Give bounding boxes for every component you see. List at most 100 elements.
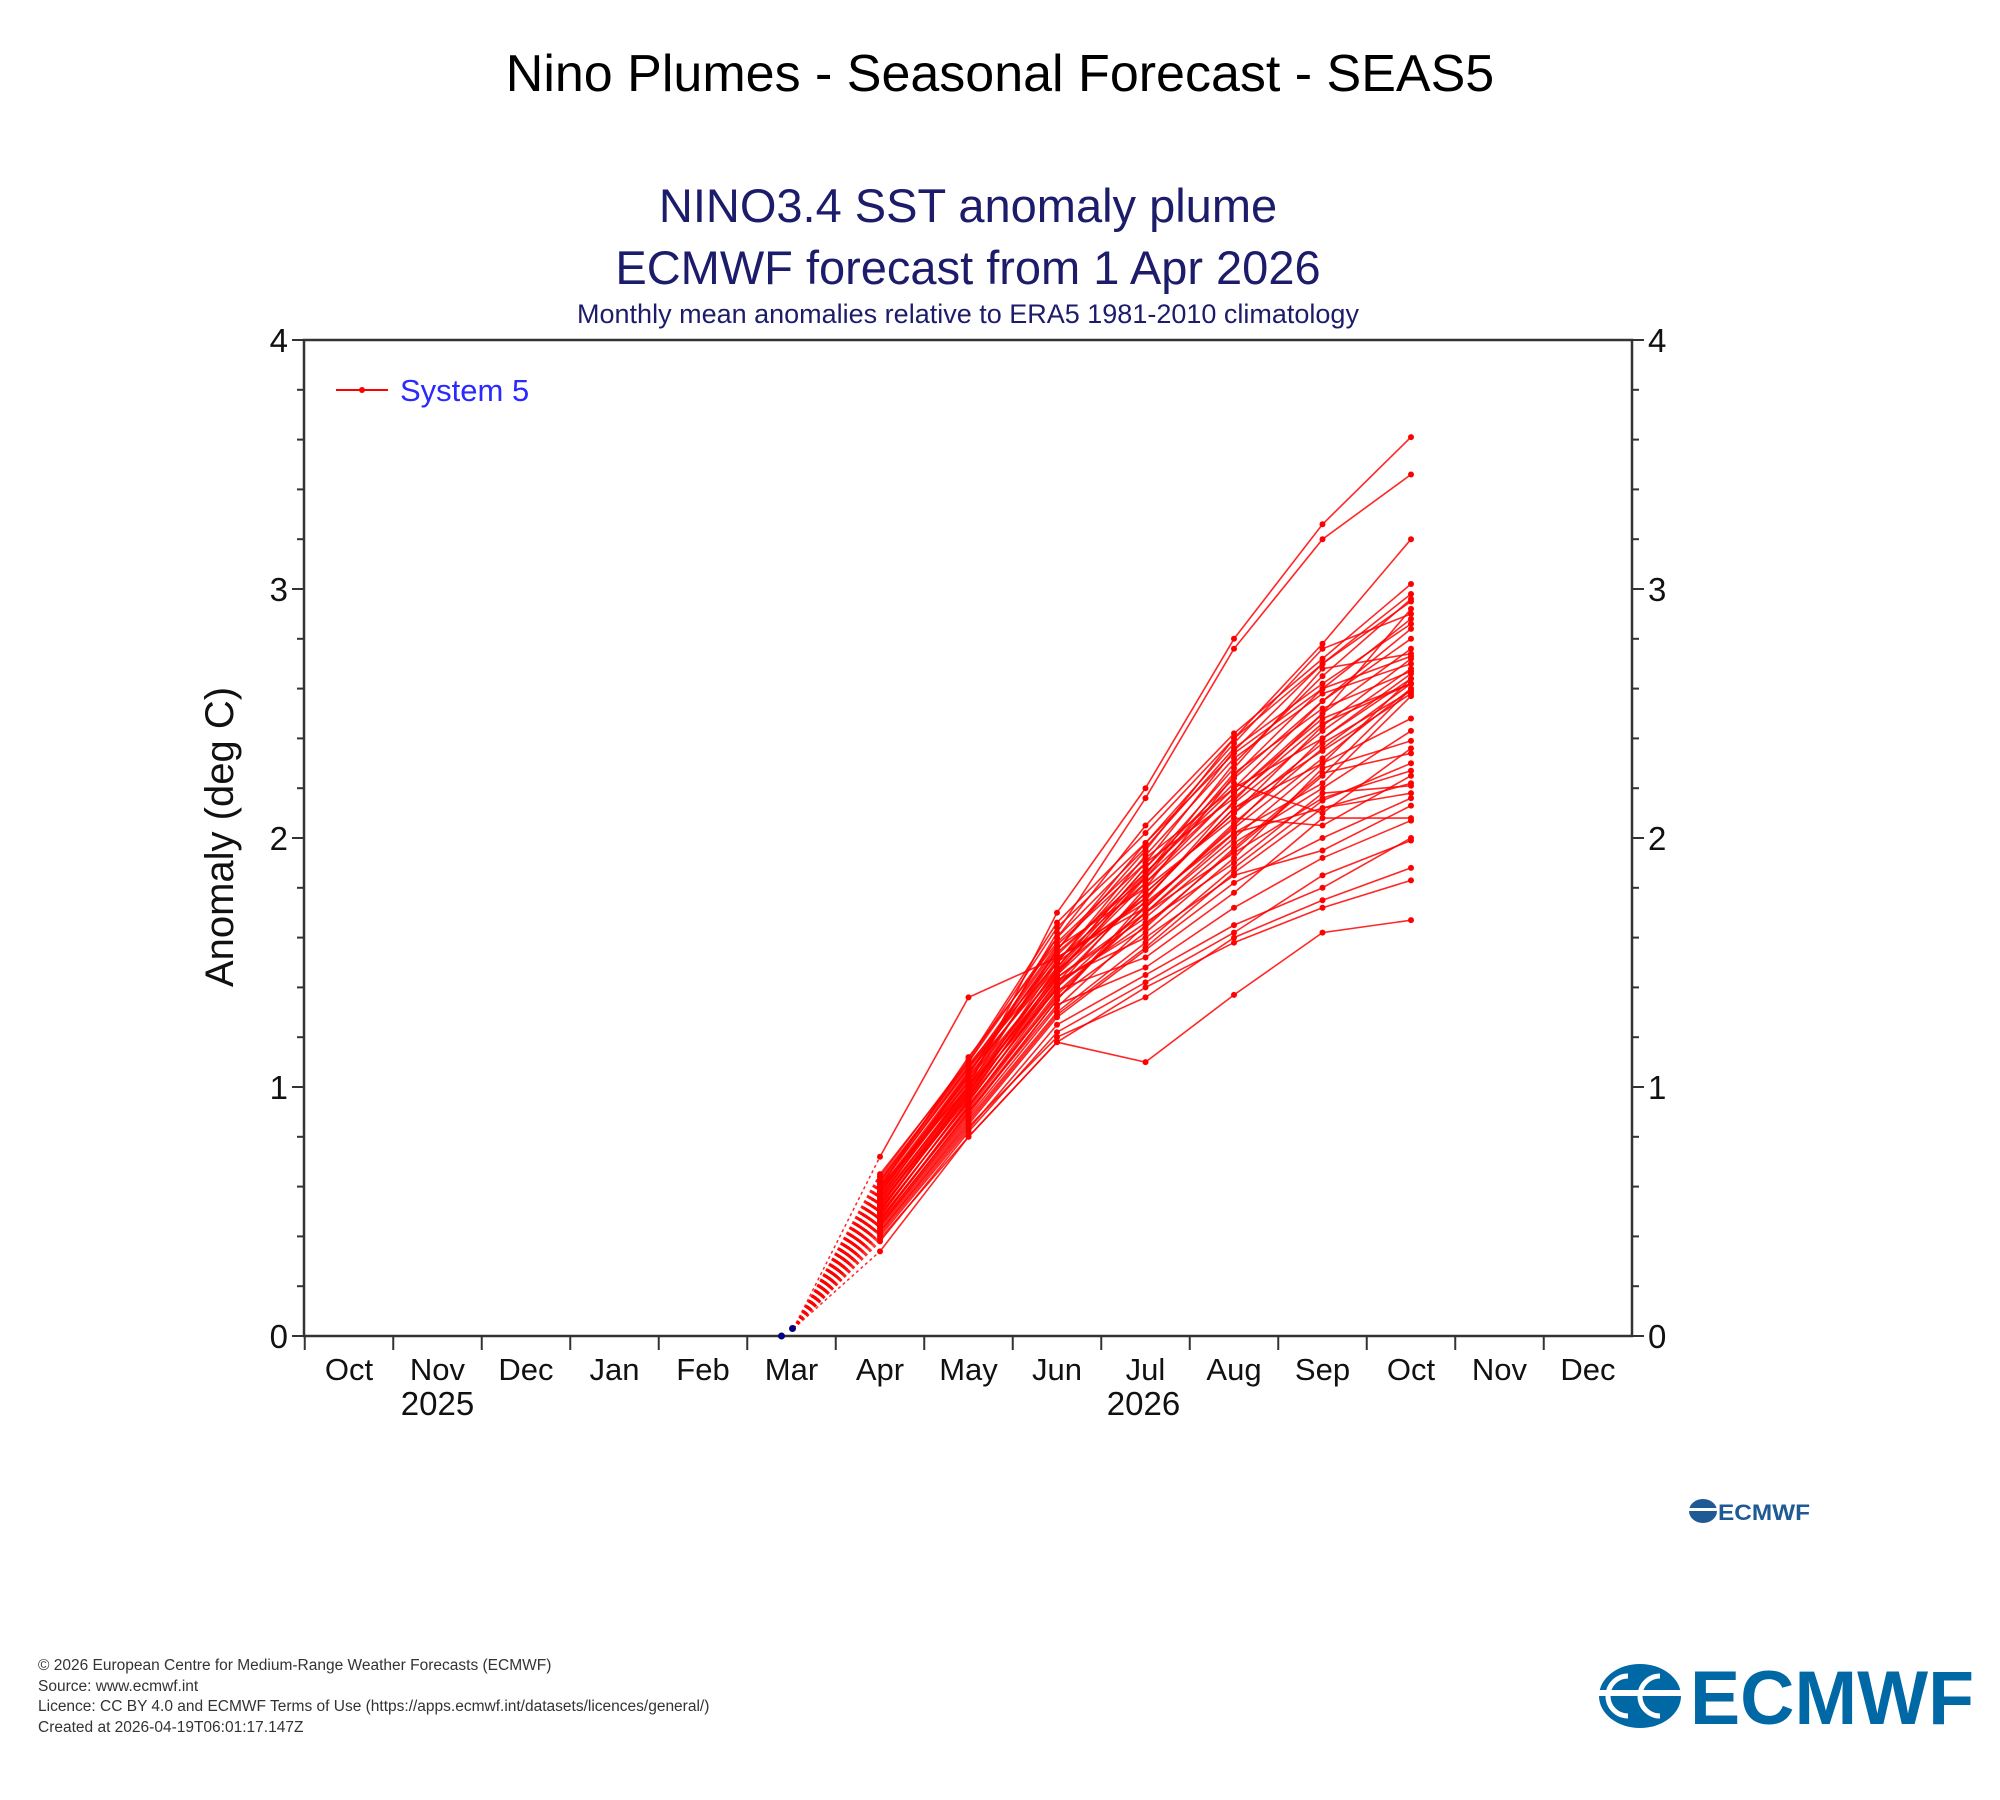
member-point xyxy=(877,1191,883,1198)
member-point xyxy=(1054,1021,1060,1028)
chart-title: NINO3.4 SST anomaly plume xyxy=(659,179,1277,232)
member-point xyxy=(1408,605,1414,612)
member-point xyxy=(1054,1011,1060,1018)
ensemble-member xyxy=(792,790,1414,1329)
member-point xyxy=(1231,904,1237,911)
member-point xyxy=(1319,815,1326,822)
member-point xyxy=(1142,909,1149,916)
y-tick-label-left: 3 xyxy=(270,571,288,608)
member-point xyxy=(1231,740,1237,747)
member-point xyxy=(1319,822,1326,829)
member-point xyxy=(1408,645,1414,652)
member-point xyxy=(1319,790,1326,797)
member-point xyxy=(877,1235,883,1242)
forecast-start-segment xyxy=(792,1203,881,1329)
member-point xyxy=(1408,837,1414,844)
y-axis-label: Anomaly (deg C) xyxy=(198,687,242,987)
member-point xyxy=(1142,830,1149,837)
member-point xyxy=(1231,820,1237,827)
member-point xyxy=(1319,521,1326,528)
svg-text:ECMWF: ECMWF xyxy=(1690,1660,1974,1732)
member-point xyxy=(1319,536,1326,543)
member-point xyxy=(1142,914,1149,921)
member-point xyxy=(1319,765,1326,772)
member-point xyxy=(1319,680,1326,687)
member-point xyxy=(965,1128,972,1135)
member-point xyxy=(1142,785,1149,792)
member-point xyxy=(1408,610,1414,617)
member-point xyxy=(1319,805,1326,812)
member-point xyxy=(1231,864,1237,871)
member-point xyxy=(1319,685,1326,692)
member-point xyxy=(1231,934,1237,941)
member-point xyxy=(1319,645,1326,652)
ensemble-member xyxy=(792,745,1414,1329)
member-point xyxy=(1054,942,1060,949)
member-point xyxy=(1054,984,1060,991)
member-point xyxy=(1142,795,1149,802)
member-point xyxy=(965,1079,972,1086)
member-point xyxy=(1408,635,1414,642)
x-tick-label: Nov xyxy=(410,1352,466,1387)
forecast-start-segment xyxy=(792,1223,881,1330)
member-point xyxy=(1319,760,1326,767)
member-point xyxy=(877,1218,883,1225)
member-point xyxy=(1319,872,1326,879)
member-point xyxy=(965,1069,972,1076)
member-point xyxy=(1142,852,1149,859)
member-point xyxy=(1319,665,1326,672)
member-point xyxy=(1408,693,1414,700)
member-point xyxy=(1142,869,1149,876)
member-point xyxy=(1408,536,1414,543)
member-point xyxy=(965,1093,972,1100)
member-point xyxy=(1231,849,1237,856)
member-point xyxy=(1142,919,1149,926)
ensemble-member xyxy=(793,917,1414,1330)
member-point xyxy=(1231,775,1237,782)
member-point xyxy=(1054,919,1060,926)
member-point xyxy=(1231,755,1237,762)
member-point xyxy=(1319,770,1326,777)
member-point xyxy=(1142,884,1149,891)
member-point xyxy=(1231,830,1237,837)
forecast-start-segment xyxy=(792,1238,881,1330)
member-point xyxy=(1231,859,1237,866)
member-point xyxy=(1231,765,1237,772)
forecast-start-segment xyxy=(792,1213,881,1329)
member-point xyxy=(1319,727,1326,734)
member-point xyxy=(1408,802,1414,809)
member-point xyxy=(1231,825,1237,832)
member-point xyxy=(1231,991,1237,998)
created-line: Created at 2026-04-19T06:01:17.147Z xyxy=(38,1718,304,1736)
member-point xyxy=(1054,1001,1060,1008)
member-point xyxy=(1054,991,1060,998)
member-point xyxy=(1142,904,1149,911)
member-point xyxy=(1054,1029,1060,1036)
member-point xyxy=(877,1153,883,1160)
member-point xyxy=(1319,755,1326,762)
axes: 0 0 1 1 2 2 3 3 4 4 Oct Nov Dec Jan Feb Mar Apr May Jun Jul… xyxy=(270,322,1667,1422)
y-tick-label-left: 1 xyxy=(270,1069,288,1106)
member-point xyxy=(1319,660,1326,667)
ensemble-member xyxy=(792,680,1414,1330)
member-point xyxy=(1231,785,1237,792)
member-point xyxy=(1408,737,1414,744)
member-point xyxy=(1231,835,1237,841)
member-point xyxy=(1231,780,1237,787)
member-point xyxy=(1142,954,1149,961)
ensemble-member xyxy=(792,605,1414,1329)
member-point xyxy=(1319,698,1326,705)
member-point xyxy=(965,1118,972,1125)
member-point xyxy=(1142,994,1149,1001)
member-point xyxy=(1142,971,1149,978)
member-point xyxy=(1319,720,1326,727)
year-label: 2026 xyxy=(1107,1385,1180,1422)
member-point xyxy=(1408,790,1414,797)
licence-line: Licence: CC BY 4.0 and ECMWF Terms of Us… xyxy=(38,1698,710,1715)
member-point xyxy=(1408,727,1414,734)
observed-point xyxy=(778,1332,785,1340)
x-tick-label: Dec xyxy=(1560,1352,1615,1387)
member-point xyxy=(877,1223,883,1230)
observed-point xyxy=(789,1325,796,1333)
member-point xyxy=(1054,924,1060,931)
